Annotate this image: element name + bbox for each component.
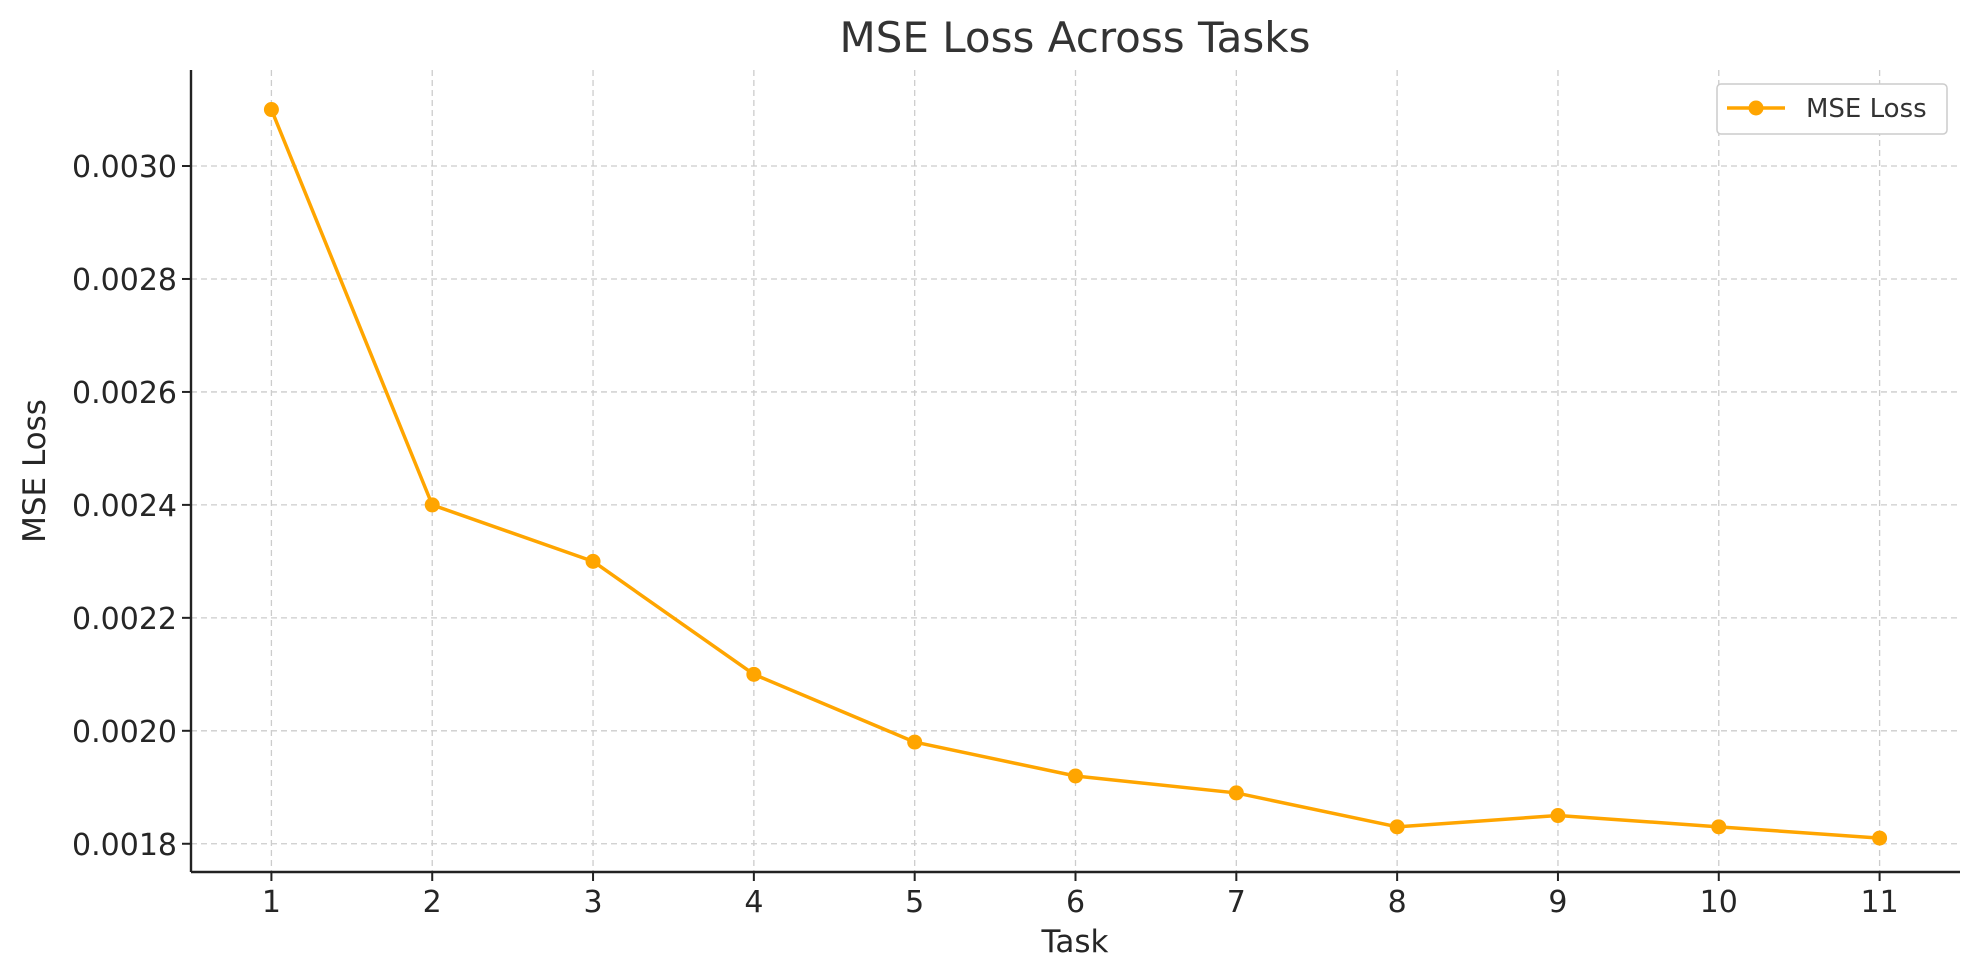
x-tick-label: 10 bbox=[1700, 885, 1738, 920]
data-point bbox=[746, 666, 762, 682]
data-point bbox=[1872, 830, 1888, 846]
y-tick-label: 0.0026 bbox=[72, 376, 177, 411]
legend-box bbox=[1716, 83, 1948, 135]
data-point bbox=[1389, 819, 1405, 835]
grid bbox=[191, 70, 1960, 872]
legend-marker bbox=[1748, 100, 1764, 116]
x-tick-label: 2 bbox=[423, 885, 442, 920]
x-axis-label: Task bbox=[1041, 924, 1109, 960]
legend: MSE Loss bbox=[1716, 83, 1948, 135]
legend-label: MSE Loss bbox=[1806, 94, 1927, 124]
x-tick-label: 4 bbox=[744, 885, 763, 920]
x-tick-label: 8 bbox=[1388, 885, 1407, 920]
y-tick-label: 0.0022 bbox=[72, 602, 177, 637]
x-tick-label: 9 bbox=[1548, 885, 1567, 920]
x-tick-label: 6 bbox=[1066, 885, 1085, 920]
x-tick-label: 11 bbox=[1860, 885, 1898, 920]
y-tick-label: 0.0020 bbox=[72, 715, 177, 750]
data-point bbox=[1550, 808, 1566, 824]
y-tick-label: 0.0024 bbox=[72, 489, 177, 524]
data-point bbox=[424, 497, 440, 513]
data-point bbox=[1711, 819, 1727, 835]
x-tick-label: 5 bbox=[905, 885, 924, 920]
chart-title: MSE Loss Across Tasks bbox=[839, 13, 1310, 62]
y-tick-label: 0.0028 bbox=[72, 263, 177, 298]
y-tick-label: 0.0030 bbox=[72, 150, 177, 185]
y-axis-label: MSE Loss bbox=[17, 399, 53, 543]
x-tick-label: 1 bbox=[262, 885, 281, 920]
axes: 1 2 3 4 5 6 7 8 9 10 11 0.0018 0.0020 0.0022 0.0024 0.0… bbox=[72, 70, 1960, 920]
data-point bbox=[1068, 768, 1083, 784]
data-point bbox=[585, 553, 601, 569]
x-tick-label: 7 bbox=[1227, 885, 1246, 920]
data-point bbox=[263, 102, 279, 118]
plot-area bbox=[263, 102, 1888, 846]
x-tick-label: 3 bbox=[583, 885, 602, 920]
y-tick-label: 0.0018 bbox=[72, 828, 177, 863]
data-point bbox=[907, 734, 923, 750]
data-point bbox=[1228, 785, 1244, 801]
